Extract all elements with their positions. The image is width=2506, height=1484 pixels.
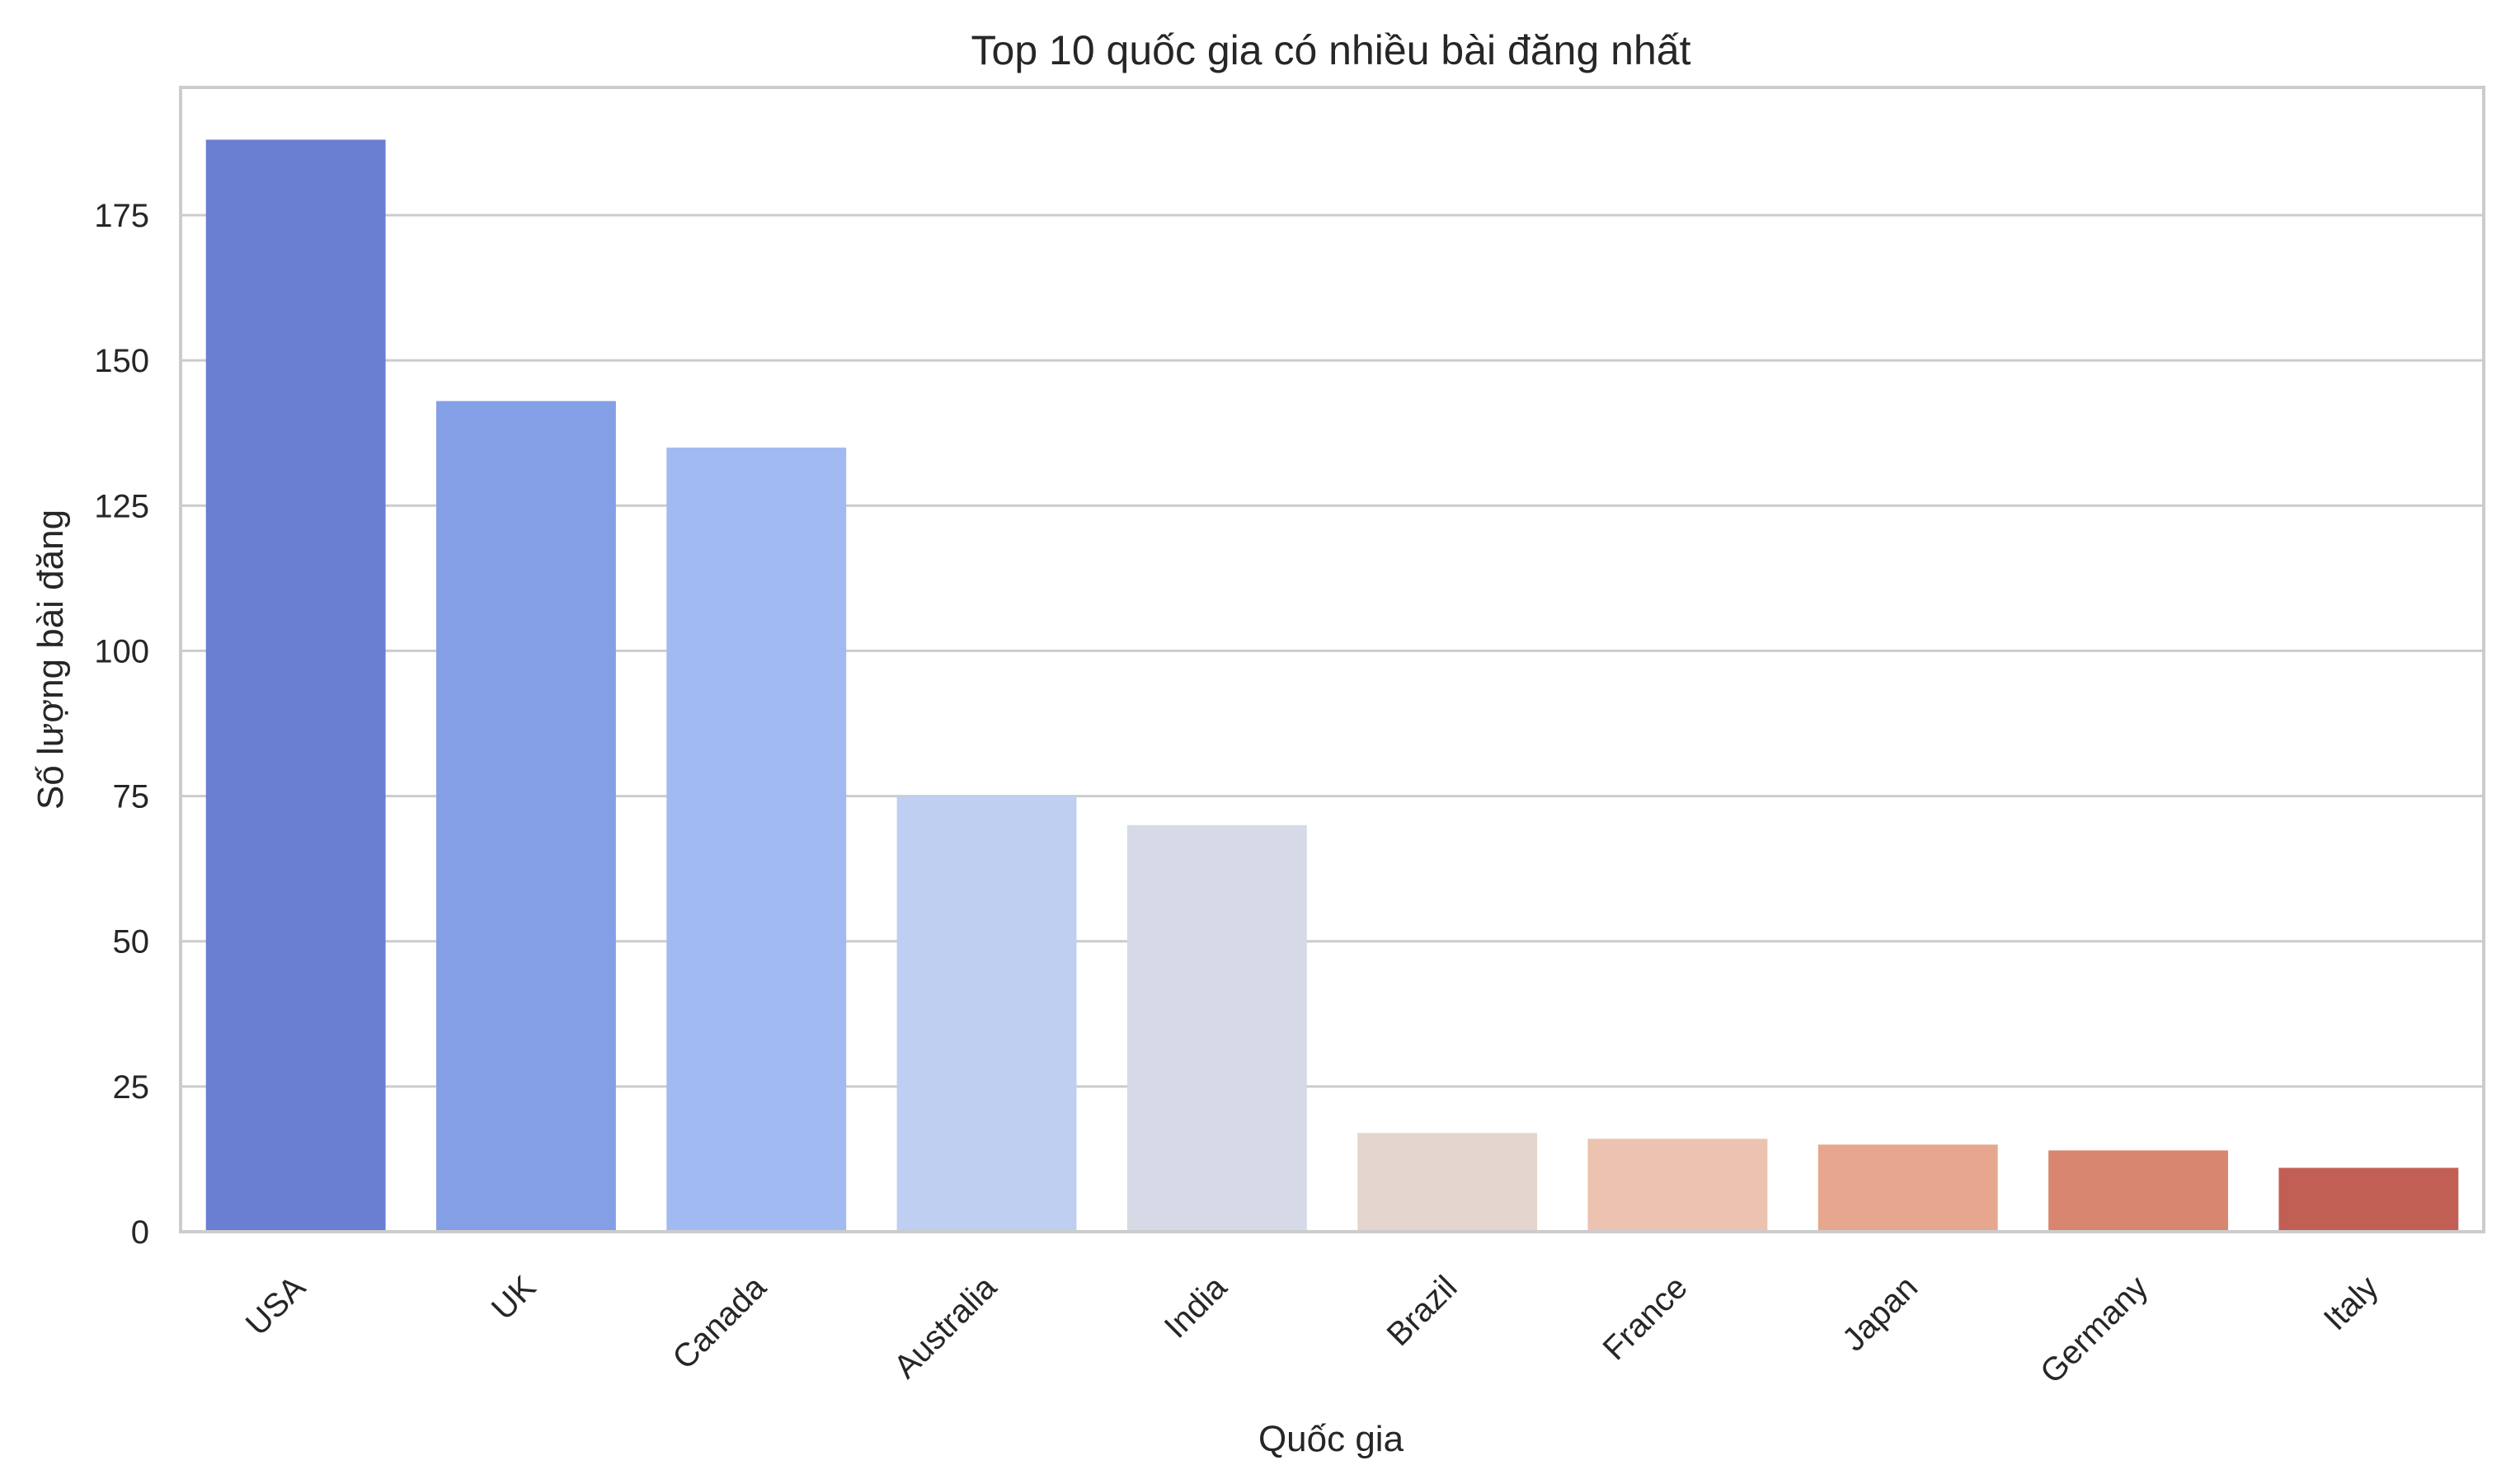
bar-france	[1587, 1139, 1768, 1232]
x-tick-label: Japan	[1836, 1269, 1925, 1358]
bar-india	[1126, 824, 1307, 1232]
chart-title: Top 10 quốc gia có nhiều bài đăng nhất	[971, 27, 1691, 73]
bar-germany	[2048, 1150, 2228, 1232]
bar-italy	[2278, 1167, 2459, 1232]
x-tick-label: Brazil	[1380, 1269, 1465, 1353]
y-tick-label: 175	[94, 198, 149, 234]
y-tick-label: 100	[94, 633, 149, 669]
plot-frame	[179, 86, 2485, 1233]
x-tick-label: UK	[485, 1269, 543, 1327]
x-tick-labels: USA UK Canada Australia India Brazil France Jap…	[239, 1269, 2386, 1391]
bar-usa	[205, 139, 386, 1233]
bar-japan	[1817, 1144, 1998, 1232]
x-tick-label: Italy	[2317, 1269, 2386, 1337]
x-tick-label: Australia	[887, 1269, 1004, 1386]
y-tick-labels: 0 25 50 75 100 125 150 175	[94, 198, 149, 1251]
y-tick-label: 50	[113, 924, 150, 960]
y-tick-label: 75	[113, 779, 150, 815]
x-tick-label: France	[1596, 1269, 1695, 1367]
bar-australia	[896, 796, 1077, 1232]
y-tick-label: 0	[131, 1214, 149, 1251]
bar-brazil	[1357, 1133, 1538, 1232]
y-tick-label: 25	[113, 1069, 150, 1106]
y-axis-label: Số lượng bài đăng	[31, 510, 71, 810]
x-tick-label: India	[1158, 1269, 1234, 1345]
x-tick-label: Germany	[2033, 1269, 2155, 1390]
bar-uk	[436, 401, 616, 1232]
bars	[205, 139, 2459, 1233]
x-axis-label: Quốc gia	[1258, 1419, 1404, 1459]
y-tick-label: 125	[94, 488, 149, 524]
x-tick-label: USA	[239, 1269, 313, 1342]
bar-canada	[666, 447, 847, 1232]
y-tick-label: 150	[94, 343, 149, 379]
x-tick-label: Canada	[665, 1269, 773, 1377]
